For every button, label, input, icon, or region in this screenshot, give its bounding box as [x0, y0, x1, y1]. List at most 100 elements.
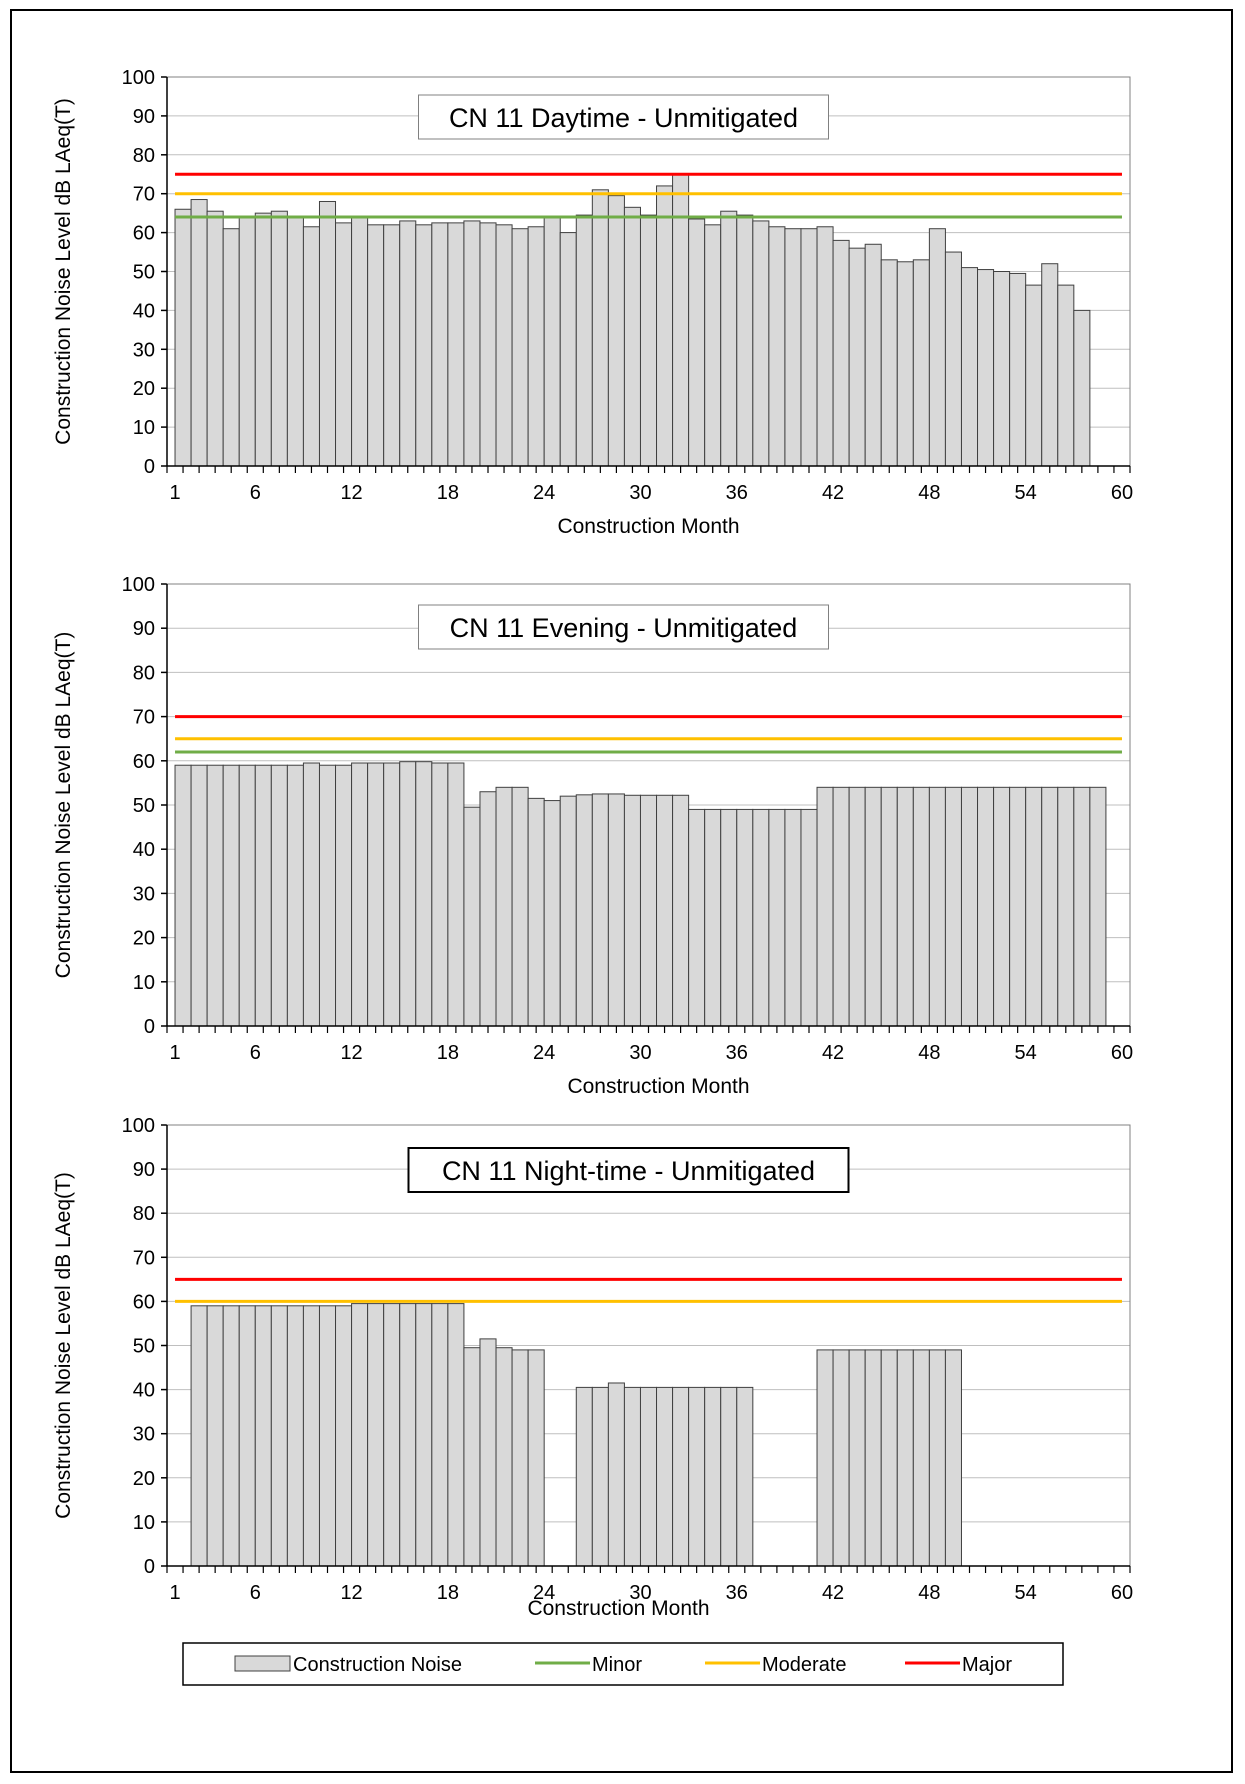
legend-label: Minor — [592, 1654, 642, 1676]
bar — [527, 226, 545, 467]
bar — [335, 764, 353, 1027]
x-axis-title: Construction Month — [567, 1075, 749, 1098]
y-tick-label: 60 — [133, 1291, 155, 1313]
bar — [736, 808, 754, 1027]
bar — [848, 1349, 866, 1567]
x-tick-label: 42 — [822, 1582, 844, 1604]
bar — [543, 216, 561, 467]
legend: Construction Noise Minor Moderate Major — [182, 1642, 1064, 1686]
bar — [575, 1386, 593, 1567]
bar — [623, 206, 641, 467]
bar — [832, 1349, 850, 1567]
bar — [848, 247, 866, 467]
bar — [816, 1349, 834, 1567]
y-tick-label: 70 — [133, 184, 155, 206]
bar — [639, 214, 658, 467]
bar — [977, 269, 995, 467]
bar — [896, 1349, 914, 1567]
x-tick-label: 18 — [437, 1042, 459, 1064]
bar — [768, 808, 786, 1027]
bar — [190, 199, 208, 467]
bar — [174, 208, 192, 467]
y-tick-label: 50 — [133, 262, 155, 284]
bar — [222, 1305, 240, 1567]
x-tick-label: 24 — [533, 482, 555, 504]
bar — [367, 762, 385, 1027]
y-tick-label: 50 — [133, 795, 155, 817]
bar — [1057, 284, 1075, 467]
legend-label: Major — [962, 1654, 1012, 1676]
bar — [559, 795, 577, 1027]
bar — [1025, 786, 1043, 1027]
x-tick-label: 36 — [726, 1582, 748, 1604]
bar — [463, 806, 481, 1027]
x-tick-label: 42 — [822, 1042, 844, 1064]
bar — [832, 786, 850, 1027]
figure-frame — [10, 9, 1233, 1773]
bar — [383, 1303, 401, 1567]
bar — [720, 1386, 738, 1567]
chart-title-box — [418, 94, 829, 140]
bar — [896, 261, 914, 467]
y-tick-label: 10 — [133, 1512, 155, 1534]
legend-label: Construction Noise — [293, 1654, 462, 1676]
bar — [720, 808, 738, 1027]
bar — [479, 222, 497, 467]
bar — [206, 764, 224, 1027]
bar — [928, 228, 946, 467]
bar — [607, 195, 625, 467]
x-tick-label: 42 — [822, 482, 844, 504]
y-tick-label: 70 — [133, 707, 155, 729]
bar — [383, 762, 401, 1027]
bar — [784, 228, 802, 467]
bar — [270, 764, 288, 1027]
bar — [960, 267, 979, 467]
bar — [688, 808, 706, 1027]
y-tick-label: 20 — [133, 1468, 155, 1490]
y-tick-label: 10 — [133, 972, 155, 994]
bar — [1089, 786, 1107, 1027]
x-tick-label: 18 — [437, 482, 459, 504]
y-tick-label: 80 — [133, 662, 155, 684]
bar — [768, 226, 786, 467]
x-tick-label: 48 — [918, 482, 940, 504]
y-tick-label: 20 — [133, 378, 155, 400]
bar — [591, 189, 609, 467]
bar — [704, 1386, 722, 1567]
chart-title: CN 11 Night-time - Unmitigated — [442, 1156, 815, 1186]
bar — [351, 762, 369, 1027]
bar — [688, 218, 706, 467]
bar — [415, 224, 433, 467]
bar — [848, 786, 866, 1027]
y-tick-label: 0 — [144, 1556, 155, 1578]
bar — [993, 786, 1011, 1027]
bar — [607, 1382, 625, 1567]
bar — [559, 232, 577, 467]
x-tick-label: 60 — [1111, 482, 1133, 504]
bar — [335, 222, 353, 467]
bar — [912, 786, 930, 1027]
bar — [832, 239, 850, 467]
chart-3: 0 10 20 30 40 50 60 70 80 90 100 1 6 12 18 24 30 36 42 48 54… — [52, 1115, 1133, 1620]
bar — [463, 220, 481, 467]
x-tick-label: 60 — [1111, 1582, 1133, 1604]
bar — [399, 1303, 417, 1567]
bar — [928, 786, 946, 1027]
y-tick-label: 90 — [133, 618, 155, 640]
bar — [367, 1303, 385, 1567]
x-tick-label: 30 — [629, 1042, 651, 1064]
x-tick-label: 54 — [1015, 1042, 1037, 1064]
x-tick-label: 1 — [169, 482, 180, 504]
x-axis-title: Construction Month — [557, 515, 739, 538]
bar — [206, 1305, 224, 1567]
bar — [864, 1349, 882, 1567]
bar — [351, 216, 369, 467]
bar — [960, 786, 979, 1027]
y-tick-label: 0 — [144, 1016, 155, 1038]
x-tick-label: 60 — [1111, 1042, 1133, 1064]
bar — [399, 761, 417, 1027]
bar — [270, 210, 288, 467]
bar — [351, 1303, 369, 1567]
bar — [816, 786, 834, 1027]
bar — [656, 794, 674, 1027]
